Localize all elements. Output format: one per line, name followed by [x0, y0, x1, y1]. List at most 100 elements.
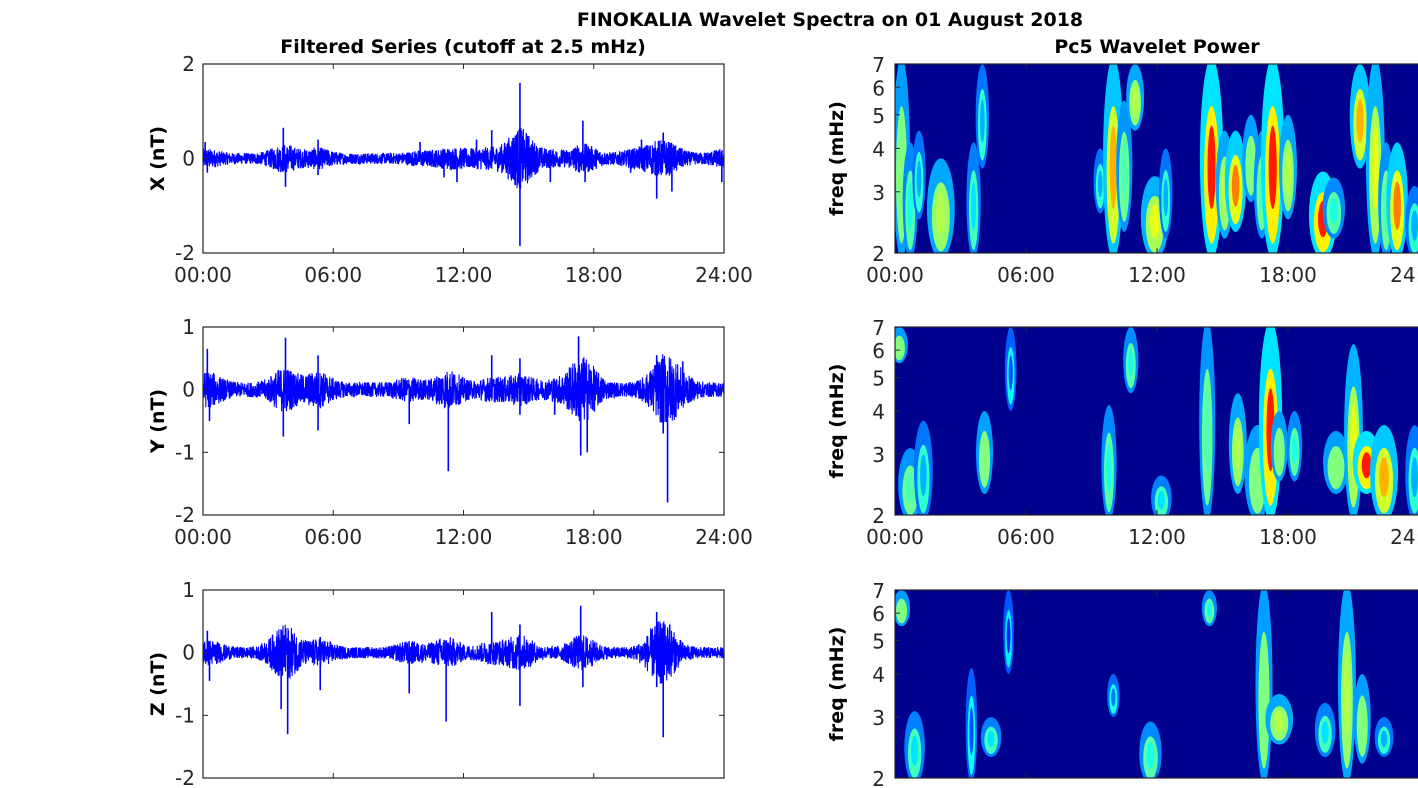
wavelet-panel-2-power-blob: [1379, 457, 1389, 498]
line-panel-x-x-tick-label: 12:00: [435, 263, 493, 287]
line-panel-z-y-axis-label: Z (nT): [147, 652, 169, 716]
wavelet-panel-2-power-blob: [920, 454, 927, 497]
wavelet-panel-1-y-axis-label: freq (mHz): [826, 101, 848, 216]
wavelet-panel-1-power-blob: [1231, 164, 1240, 207]
left-column-title: Filtered Series (cutoff at 2.5 mHz): [280, 36, 646, 58]
wavelet-panel-2-power-blob: [1331, 452, 1341, 479]
wavelet-panel-1-power-blob: [971, 181, 977, 231]
line-panel-y-x-tick-label: 24:00: [695, 525, 753, 549]
wavelet-panel-2-power-blob: [1361, 452, 1372, 479]
wavelet-panel-1-x-tick-label: 12:00: [1128, 263, 1186, 287]
figure-title: FINOKALIA Wavelet Spectra on 01 August 2…: [577, 9, 1083, 31]
wavelet-panel-2-power-blob: [906, 472, 915, 503]
wavelet-panel-3-y-tick-label: 3: [872, 706, 885, 730]
wavelet-panel-2-x-tick-label: 24:00: [1390, 525, 1418, 549]
wavelet-panel-2-y-tick-label: 3: [872, 443, 885, 467]
wavelet-panel-1-power-blob: [907, 181, 913, 231]
line-panel-x-y-axis-label: X (nT): [147, 126, 169, 191]
wavelet-panel-1-x-tick-label: 06:00: [997, 263, 1055, 287]
line-panel-z-y-tick-label: -1: [175, 703, 195, 727]
line-panel-x-x-tick-label: 24:00: [695, 263, 753, 287]
wavelet-panel-1-x-tick-label: 24:00: [1390, 263, 1418, 287]
wavelet-panel-2-y-tick-label: 7: [872, 316, 885, 340]
wavelet-panel-2-heatmap: [895, 327, 1418, 515]
wavelet-panel-1-power-blob: [1163, 178, 1169, 217]
line-panel-z-trace: [203, 621, 724, 684]
line-panel-y-x-tick-label: 00:00: [174, 525, 232, 549]
wavelet-panel-1-power-blob: [1149, 203, 1160, 239]
line-panel-y-y-axis-label: Y (nT): [147, 389, 169, 454]
wavelet-panel-2-power-blob: [1008, 355, 1013, 391]
wavelet-panel-3-y-tick-label: 2: [872, 767, 885, 788]
wavelet-panel-1-power-blob: [1329, 198, 1338, 224]
wavelet-panel-2-power-blob: [1234, 427, 1241, 469]
line-panel-z-y-tick-label: 1: [182, 578, 195, 602]
wavelet-panel-3-power-blob: [1206, 602, 1213, 618]
wavelet-panel-3-power-blob: [1359, 704, 1366, 742]
wavelet-panel-1-power-blob: [1247, 144, 1254, 181]
wavelet-panel-1-y-tick-label: 2: [872, 242, 885, 266]
line-panel-x-y-tick-label: -2: [175, 241, 195, 265]
wavelet-panel-1-power-blob: [1356, 99, 1364, 143]
line-panel-x-x-tick-label: 06:00: [304, 263, 362, 287]
line-panel-z-y-tick-label: 0: [182, 641, 195, 665]
wavelet-panel-2-y-tick-label: 4: [872, 400, 885, 424]
line-panel-y-x-tick-label: 06:00: [304, 525, 362, 549]
wavelet-panel-3-power-blob: [1261, 651, 1267, 735]
line-panel-y-y-tick-label: -2: [175, 503, 195, 527]
wavelet-panel-1-power-blob: [1284, 149, 1292, 194]
wavelet-panel-2-y-tick-label: 6: [872, 339, 885, 363]
wavelet-panel-3-power-blob: [1146, 742, 1155, 769]
wavelet-panel-1-power-blob: [1268, 125, 1277, 210]
right-column-title: Pc5 Wavelet Power: [1054, 36, 1260, 58]
line-panel-x-trace: [203, 128, 724, 189]
wavelet-panel-1-power-blob: [1393, 181, 1401, 231]
wavelet-panel-2-power-blob: [1291, 434, 1298, 464]
line-panel-x-y-tick-label: 2: [182, 52, 195, 76]
wavelet-panel-3-y-tick-label: 4: [872, 663, 885, 687]
wavelet-panel-2-y-tick-label: 5: [872, 366, 885, 390]
wavelet-panel-3-y-tick-label: 6: [872, 602, 885, 626]
wavelet-panel-1-power-blob: [1097, 170, 1103, 198]
wavelet-panel-1-y-tick-label: 4: [872, 137, 885, 161]
wavelet-panel-2-power-blob: [1157, 490, 1165, 510]
line-panel-z-y-tick-label: -2: [175, 766, 195, 788]
wavelet-panel-2-power-blob: [1204, 388, 1211, 472]
wavelet-panel-1-y-tick-label: 5: [872, 104, 885, 128]
wavelet-panel-2-power-blob: [1128, 349, 1134, 377]
line-panel-y-x-tick-label: 18:00: [565, 525, 623, 549]
wavelet-panel-3-power-blob: [1006, 618, 1011, 654]
wavelet-panel-2-x-tick-label: 06:00: [997, 525, 1055, 549]
wavelet-panel-1-x-tick-label: 18:00: [1259, 263, 1317, 287]
wavelet-panel-1-heatmap: [895, 64, 1418, 253]
line-panel-x-x-tick-label: 18:00: [565, 263, 623, 287]
wavelet-panel-2-power-blob: [1411, 457, 1418, 498]
wavelet-panel-1-y-tick-label: 3: [872, 181, 885, 205]
wavelet-panel-2-x-tick-label: 18:00: [1259, 525, 1317, 549]
line-panel-y-frame: [202, 326, 725, 516]
wavelet-panel-1-power-blob: [1207, 125, 1216, 210]
wavelet-panel-3-power-blob: [987, 730, 995, 748]
wavelet-panel-1-y-tick-label: 6: [872, 76, 885, 100]
wavelet-panel-1-power-blob: [935, 192, 946, 234]
wavelet-panel-1-power-blob: [1372, 125, 1379, 210]
wavelet-panel-1-power-blob: [1411, 210, 1418, 241]
line-panel-y-y-tick-label: 0: [182, 378, 195, 402]
wavelet-panel-2-power-blob: [981, 438, 988, 474]
wavelet-panel-2-y-axis-label: freq (mHz): [826, 364, 848, 479]
wavelet-panel-3-heatmap: [895, 590, 1418, 778]
wavelet-panel-1-power-blob: [979, 99, 985, 143]
wavelet-panel-3-power-blob: [1380, 730, 1388, 748]
wavelet-panel-1-x-tick-label: 00:00: [866, 263, 924, 287]
wavelet-panel-3-y-tick-label: 7: [872, 579, 885, 603]
wavelet-panel-3-power-blob: [1343, 651, 1351, 735]
wavelet-panel-3-power-blob: [969, 706, 974, 756]
wavelet-panel-2-x-tick-label: 12:00: [1128, 525, 1186, 549]
wavelet-panel-2-power-blob: [1276, 434, 1283, 464]
wavelet-panel-2-power-blob: [1106, 443, 1112, 493]
line-panel-y-y-tick-label: 1: [182, 315, 195, 339]
wavelet-panel-3-y-axis-label: freq (mHz): [826, 627, 848, 742]
wavelet-panel-3-power-blob: [1321, 721, 1329, 744]
line-panel-y-y-tick-label: -1: [175, 440, 195, 464]
wavelet-panel-3-power-blob: [1274, 710, 1285, 732]
